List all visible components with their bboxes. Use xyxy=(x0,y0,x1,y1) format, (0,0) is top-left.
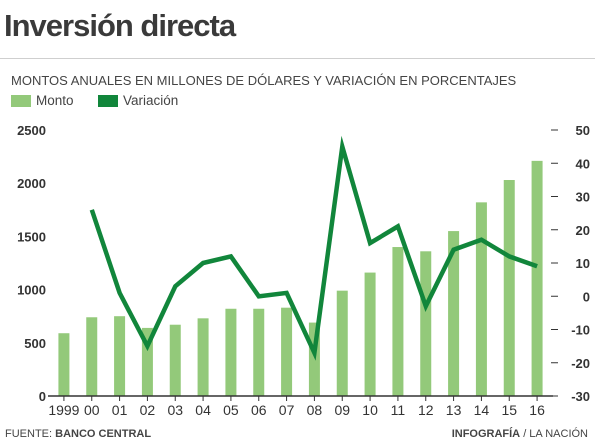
bar-07 xyxy=(281,307,293,396)
variacion-line xyxy=(89,135,538,361)
credit-rest: / LA NACIÓN xyxy=(520,428,588,440)
y-left-tick-label: 1500 xyxy=(17,229,46,244)
y-left-tick-label: 1000 xyxy=(17,283,46,298)
legend-label-variacion: Variación xyxy=(122,93,179,108)
x-tick-label: 11 xyxy=(391,402,406,418)
y-right-tick-label: 20 xyxy=(576,223,590,238)
x-tick-label: 15 xyxy=(501,402,517,418)
bar-13 xyxy=(448,231,460,396)
y-right-tick-label: 10 xyxy=(576,256,590,271)
source-prefix: FUENTE: xyxy=(5,428,56,440)
x-tick-label: 1999 xyxy=(48,402,79,418)
legend-swatch-monto xyxy=(11,94,31,107)
bar-01 xyxy=(114,316,126,396)
x-tick-label: 07 xyxy=(279,402,295,418)
y-left-tick-label: 2000 xyxy=(17,176,46,191)
x-tick-label: 01 xyxy=(112,402,128,418)
source-note: FUENTE: BANCO CENTRAL xyxy=(5,428,151,440)
y-right-tick-label: 30 xyxy=(576,190,590,205)
y-left-tick-label: 500 xyxy=(24,336,46,351)
chart-legend: Monto Variación xyxy=(11,93,198,111)
x-tick-label: 12 xyxy=(418,402,434,418)
title-divider xyxy=(0,58,595,59)
bar-06 xyxy=(253,308,265,396)
bar-series-monto xyxy=(58,160,543,396)
bar-00 xyxy=(86,317,98,396)
y-right-tick-label: -10 xyxy=(571,323,590,338)
x-tick-label: 16 xyxy=(529,402,545,418)
x-tick-label: 08 xyxy=(307,402,323,418)
y-right-tick-label: -20 xyxy=(571,356,590,371)
bar-12 xyxy=(420,251,432,396)
bar-16 xyxy=(531,160,543,396)
x-tick-label: 09 xyxy=(334,402,350,418)
bar-1999 xyxy=(58,333,70,396)
bar-14 xyxy=(475,202,487,396)
line-series-variacion xyxy=(89,135,538,361)
bar-02 xyxy=(141,327,153,396)
y-left-tick-label: 0 xyxy=(39,389,46,404)
bar-11 xyxy=(392,247,404,396)
x-tick-label: 10 xyxy=(362,402,378,418)
x-tick-label: 14 xyxy=(474,402,490,418)
bar-08 xyxy=(308,322,320,396)
bar-04 xyxy=(197,318,209,396)
x-tick-label: 13 xyxy=(446,402,462,418)
bar-03 xyxy=(169,324,181,396)
x-tick-label: 04 xyxy=(195,402,211,418)
bar-15 xyxy=(503,180,515,396)
bar-05 xyxy=(225,308,237,396)
chart-subtitle: MONTOS ANUALES EN MILLONES DE DÓLARES Y … xyxy=(11,73,517,88)
chart-axes: 05001000150020002500-30-20-1001020304050… xyxy=(17,123,590,418)
x-tick-label: 05 xyxy=(223,402,239,418)
y-right-tick-label: 50 xyxy=(576,123,590,138)
credit-note: INFOGRAFÍA / LA NACIÓN xyxy=(452,428,588,440)
credit-bold: INFOGRAFÍA xyxy=(451,428,521,440)
source-name: BANCO CENTRAL xyxy=(55,428,152,440)
x-tick-label: 00 xyxy=(84,402,100,418)
x-tick-label: 03 xyxy=(167,402,183,418)
bar-09 xyxy=(336,290,348,396)
legend-item-variacion: Variación xyxy=(97,93,179,108)
y-right-tick-label: 0 xyxy=(583,289,590,304)
y-left-tick-label: 2500 xyxy=(17,123,46,138)
page-title: Inversión directa xyxy=(4,8,236,43)
legend-label-monto: Monto xyxy=(36,93,74,108)
bar-10 xyxy=(364,272,376,396)
x-tick-label: 02 xyxy=(140,402,156,418)
legend-swatch-variacion xyxy=(97,94,118,107)
x-tick-label: 06 xyxy=(251,402,267,418)
y-right-tick-label: -30 xyxy=(571,389,590,404)
y-right-tick-label: 40 xyxy=(576,156,590,171)
legend-item-monto: Monto xyxy=(11,93,74,108)
